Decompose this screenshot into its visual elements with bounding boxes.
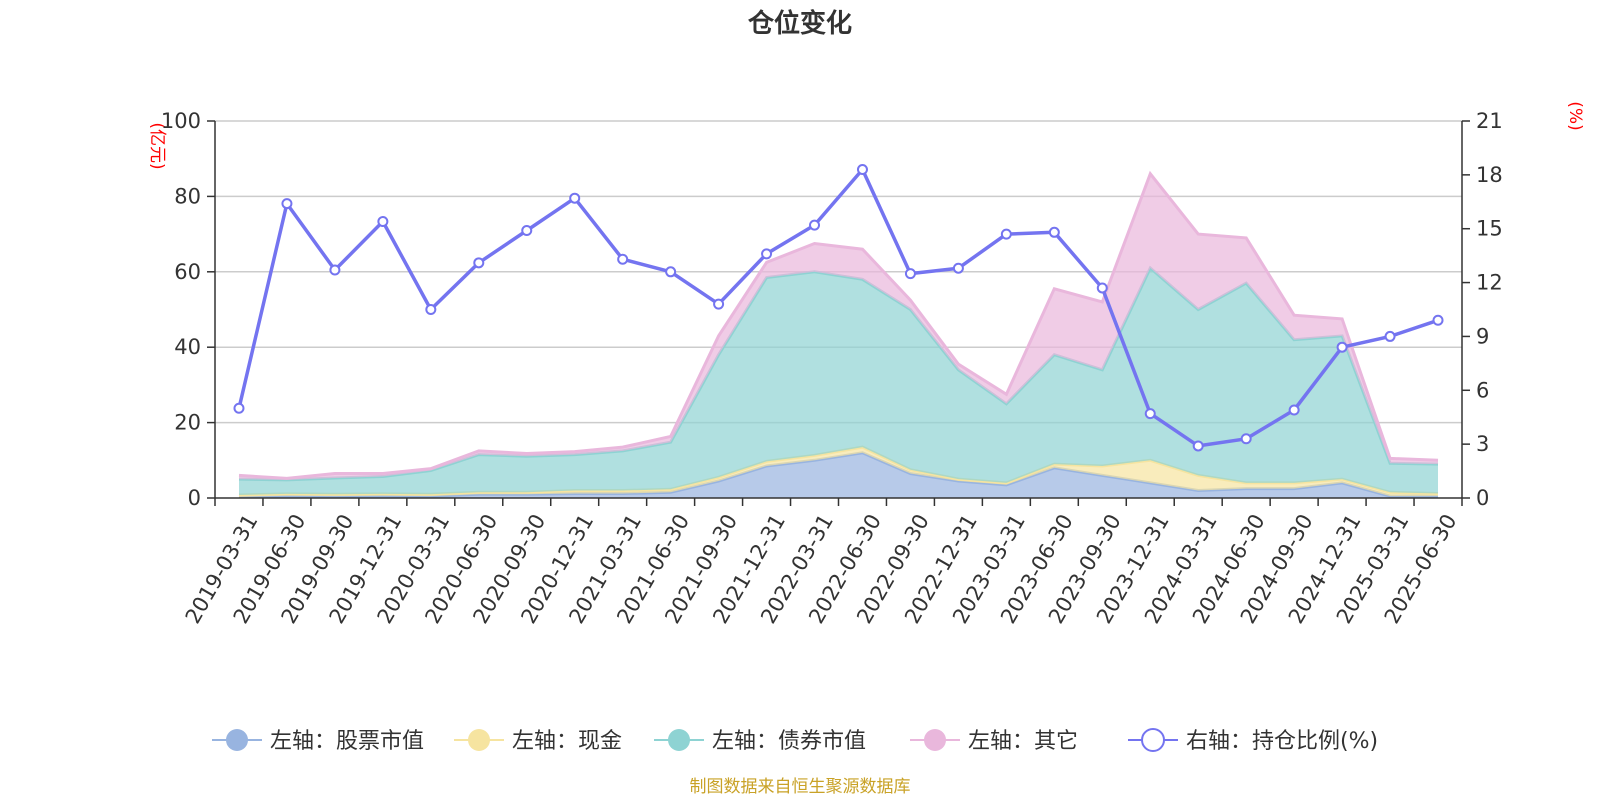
ratio-point — [569, 192, 581, 204]
ratio-point — [521, 225, 533, 237]
ratio-point — [1000, 228, 1012, 240]
legend-marker — [468, 729, 490, 751]
legend: 左轴：股票市值 左轴：现金 左轴：债券市值 左轴：其它 右轴：持仓比例(%) — [212, 728, 1378, 754]
ratio-point — [1384, 330, 1396, 342]
ratio-point — [329, 264, 341, 276]
legend-label: 左轴：现金 — [512, 729, 622, 754]
ratio-point — [665, 266, 677, 278]
left-tick-label: 20 — [174, 411, 201, 435]
right-tick-label: 6 — [1476, 378, 1489, 402]
ratio-point — [425, 304, 437, 315]
ratio-point — [1240, 433, 1252, 445]
ratio-point — [904, 268, 916, 280]
ratio-line-path — [237, 167, 1439, 448]
ratio-point — [1288, 404, 1300, 416]
left-axis-unit: (亿元) — [147, 122, 167, 169]
ratio-point — [617, 253, 629, 265]
area-左轴：股票市值 — [239, 452, 1438, 498]
right-tick-label: 15 — [1476, 217, 1503, 241]
ratio-point — [281, 198, 293, 210]
legend-item: 左轴：股票市值 — [212, 729, 424, 754]
legend-item: 左轴：债券市值 — [654, 729, 866, 754]
ratio-point — [761, 248, 773, 260]
area-edge — [238, 170, 1439, 480]
legend-item: 右轴：持仓比例(%) — [1128, 728, 1378, 754]
stacked-areas — [238, 170, 1439, 499]
legend-marker — [226, 729, 248, 751]
ratio-point — [1432, 314, 1444, 326]
legend-marker — [1141, 728, 1165, 752]
right-tick-label: 0 — [1476, 486, 1489, 510]
right-axis-unit: (%) — [1565, 101, 1585, 130]
right-tick-label: 12 — [1476, 271, 1503, 295]
left-tick-label: 100 — [161, 109, 201, 133]
ratio-point — [377, 216, 389, 228]
legend-marker — [668, 729, 690, 751]
ratio-point — [1096, 282, 1108, 294]
ratio-point — [1048, 226, 1060, 238]
source-note: 制图数据来自恒生聚源数据库 — [690, 777, 911, 797]
left-tick-label: 80 — [174, 184, 201, 208]
ratio-point — [713, 298, 725, 310]
legend-label: 右轴：持仓比例(%) — [1186, 729, 1378, 754]
ratio-point — [1144, 408, 1156, 420]
left-tick-label: 40 — [174, 335, 201, 359]
ratio-line — [233, 163, 1444, 452]
chart-title: 仓位变化 — [747, 8, 852, 39]
ratio-point — [856, 163, 868, 175]
legend-label: 左轴：债券市值 — [712, 729, 866, 754]
area-左轴：其它 — [239, 173, 1438, 480]
ratio-point — [809, 219, 821, 231]
ratio-point — [1336, 341, 1348, 353]
left-tick-label: 60 — [174, 260, 201, 284]
legend-marker — [924, 729, 946, 751]
legend-item: 左轴：其它 — [910, 729, 1078, 754]
legend-label: 左轴：股票市值 — [270, 729, 424, 754]
ratio-point — [473, 257, 485, 269]
area-左轴：债券市值 — [239, 268, 1438, 495]
ratio-point — [1192, 440, 1204, 452]
legend-item: 左轴：现金 — [454, 729, 622, 754]
right-tick-label: 21 — [1476, 109, 1503, 133]
right-tick-label: 3 — [1476, 432, 1489, 456]
legend-label: 左轴：其它 — [968, 729, 1078, 754]
right-tick-label: 18 — [1476, 163, 1503, 187]
right-tick-label: 9 — [1476, 324, 1489, 348]
left-tick-label: 0 — [188, 486, 201, 510]
ratio-point — [233, 402, 245, 414]
ratio-point — [952, 262, 964, 274]
